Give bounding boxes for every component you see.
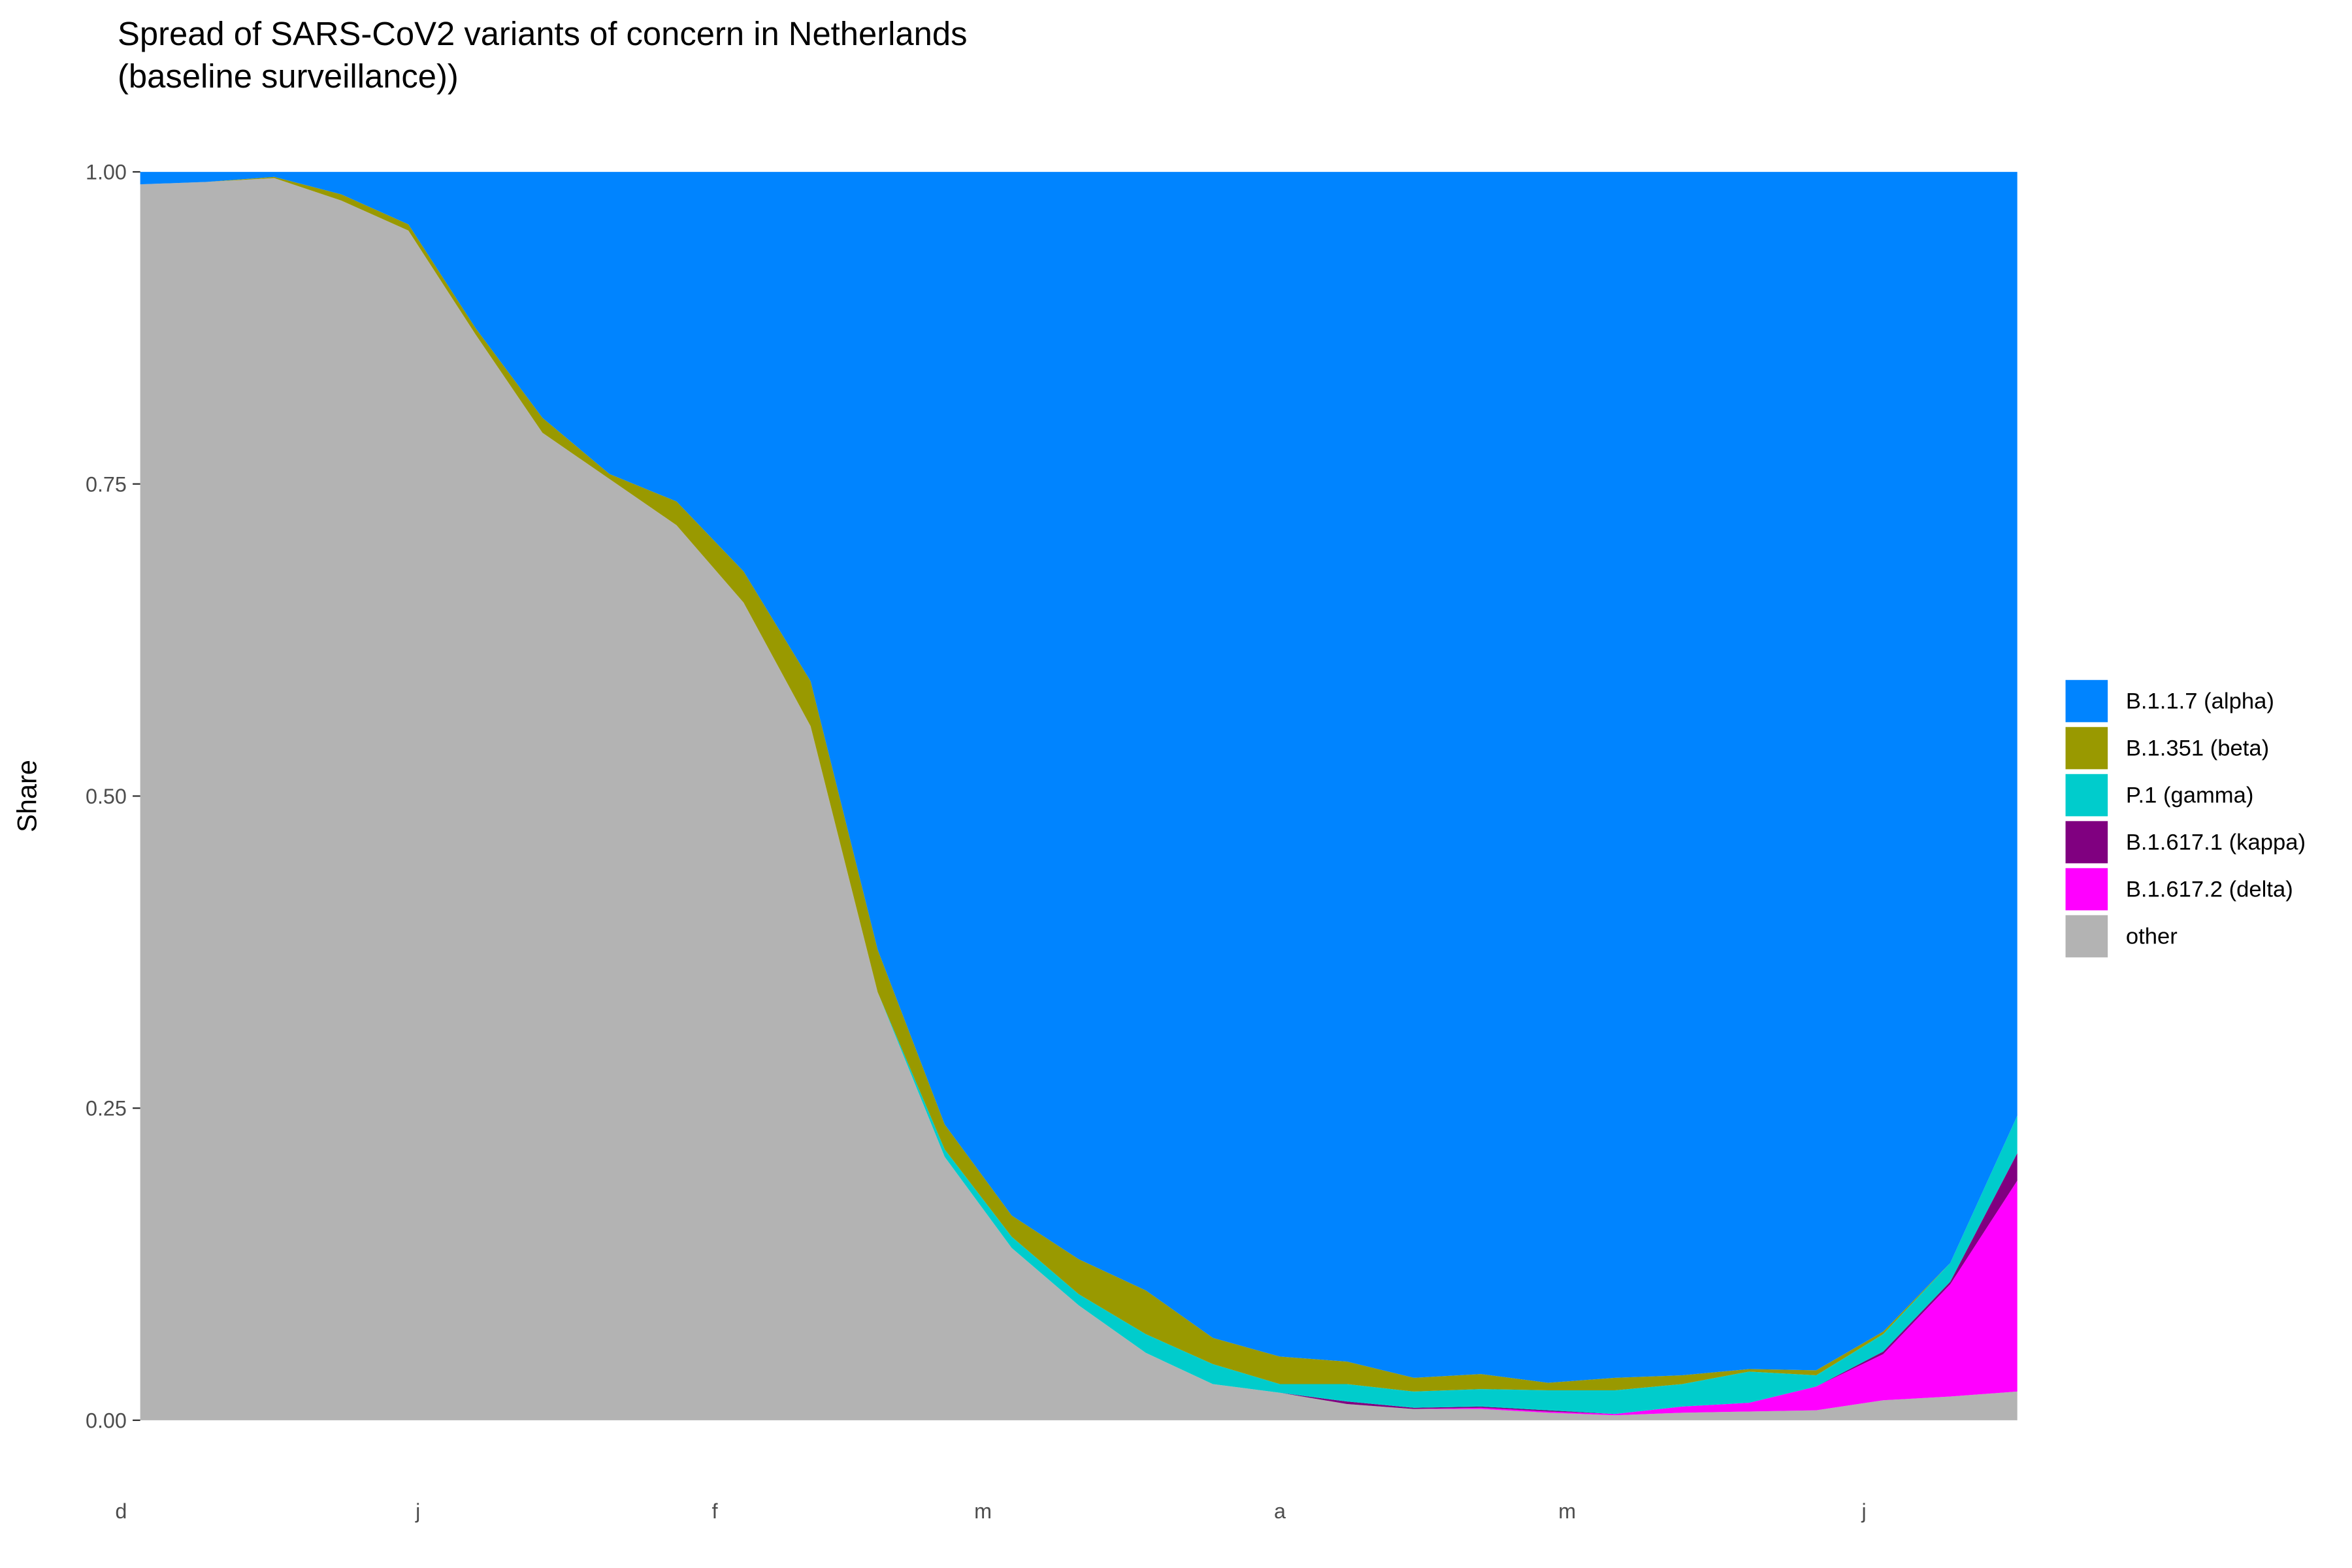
chart-title: Spread of SARS-CoV2 variants of concern …	[118, 15, 967, 52]
legend-label: B.1.617.2 (delta)	[2126, 877, 2293, 902]
x-tick-label: m	[1558, 1499, 1576, 1523]
legend-key	[2065, 774, 2108, 817]
legend-label: P.1 (gamma)	[2126, 783, 2254, 808]
y-tick-label: 0.25	[86, 1097, 127, 1120]
y-tick-label: 0.50	[86, 785, 127, 808]
legend-label: B.1.1.7 (alpha)	[2126, 689, 2274, 714]
x-tick-label: j	[415, 1499, 420, 1523]
y-tick-label: 0.00	[86, 1409, 127, 1432]
y-tick-label: 1.00	[86, 161, 127, 184]
x-tick-label: j	[1861, 1499, 1867, 1523]
y-tick-label: 0.75	[86, 472, 127, 496]
legend-key	[2065, 679, 2108, 723]
legend-label: other	[2126, 924, 2178, 949]
legend-key	[2065, 868, 2108, 911]
legend-key	[2065, 821, 2108, 864]
legend-key	[2065, 727, 2108, 770]
legend-label: B.1.617.1 (kappa)	[2126, 830, 2306, 855]
chart-subtitle: (baseline surveillance))	[118, 57, 459, 95]
area	[140, 172, 2017, 1383]
x-tick-label: a	[1274, 1499, 1286, 1523]
legend-key	[2065, 915, 2108, 958]
axes: 0.00 0.25 0.50 0.75 1.00 d j f m a m j	[86, 161, 1867, 1523]
area	[140, 178, 2017, 1420]
x-tick-label: f	[712, 1499, 719, 1523]
legend-label: B.1.351 (beta)	[2126, 736, 2269, 761]
x-tick-label: d	[115, 1499, 127, 1523]
y-axis-label: Share	[11, 760, 42, 832]
x-tick-label: m	[974, 1499, 992, 1523]
areas	[140, 172, 2017, 1420]
legend: B.1.1.7 (alpha) B.1.351 (beta) P.1 (gamma)…	[2065, 679, 2306, 958]
